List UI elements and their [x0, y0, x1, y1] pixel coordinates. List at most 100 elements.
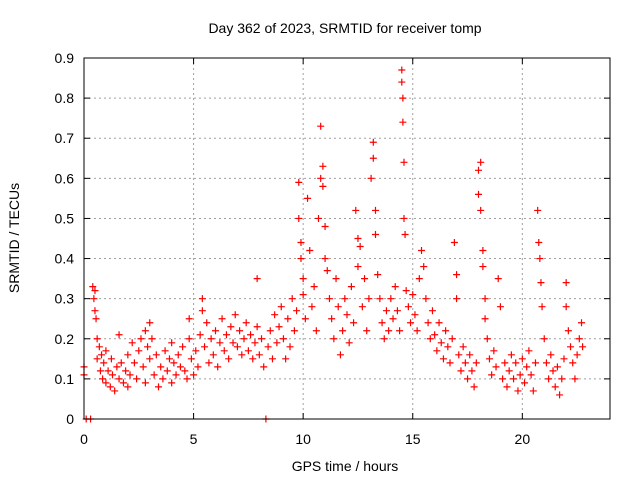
x-tick-label: 5: [190, 431, 198, 447]
data-point: [448, 335, 456, 343]
data-point: [330, 335, 338, 343]
data-point: [242, 319, 250, 327]
data-point: [492, 363, 500, 371]
data-point: [537, 279, 545, 287]
data-point: [433, 347, 441, 355]
data-point: [146, 355, 154, 363]
data-point: [152, 351, 160, 359]
data-point: [409, 291, 417, 299]
data-point: [124, 383, 132, 391]
data-point: [297, 239, 305, 247]
data-point: [260, 363, 268, 371]
data-point: [258, 335, 266, 343]
data-point: [161, 347, 169, 355]
y-tick-label: 0.7: [55, 130, 75, 146]
data-point: [545, 375, 553, 383]
data-point: [102, 347, 110, 355]
data-point: [102, 379, 110, 387]
data-point: [334, 303, 342, 311]
data-point: [485, 355, 493, 363]
data-point: [293, 307, 301, 315]
data-point: [159, 375, 167, 383]
data-point: [542, 359, 550, 367]
data-point: [446, 359, 454, 367]
data-point: [321, 222, 329, 230]
data-point: [378, 319, 386, 327]
data-point: [279, 335, 287, 343]
data-point: [255, 351, 263, 359]
data-point: [347, 283, 355, 291]
data-point: [328, 315, 336, 323]
data-point: [400, 158, 408, 166]
data-point: [119, 379, 127, 387]
data-point: [192, 347, 200, 355]
data-point: [579, 343, 587, 351]
data-point: [321, 255, 329, 263]
y-tick-label: 0.3: [55, 291, 75, 307]
data-point: [481, 315, 489, 323]
data-point: [401, 230, 409, 238]
data-point: [284, 315, 292, 323]
data-point: [428, 307, 436, 315]
x-tick-label: 10: [295, 431, 311, 447]
data-point: [108, 371, 116, 379]
data-point: [155, 383, 163, 391]
data-point: [163, 367, 171, 375]
data-point: [196, 331, 204, 339]
data-point: [442, 327, 450, 335]
data-point: [92, 315, 100, 323]
data-point: [222, 331, 230, 339]
data-point: [168, 379, 176, 387]
data-point: [535, 239, 543, 247]
data-point: [556, 391, 564, 399]
data-point: [569, 359, 577, 367]
data-point: [301, 315, 309, 323]
data-point: [183, 375, 191, 383]
data-point: [253, 275, 261, 283]
data-point: [488, 371, 496, 379]
data-point: [214, 363, 222, 371]
data-point: [380, 335, 388, 343]
data-point: [437, 339, 445, 347]
data-point: [525, 347, 533, 355]
data-point: [126, 371, 134, 379]
y-tick-label: 0: [66, 411, 74, 427]
data-point: [521, 379, 529, 387]
data-point: [477, 206, 485, 214]
data-point: [481, 295, 489, 303]
data-point: [371, 206, 379, 214]
data-point: [356, 243, 364, 251]
data-point: [407, 319, 415, 327]
data-point: [418, 247, 426, 255]
data-point: [573, 351, 581, 359]
data-point: [402, 287, 410, 295]
data-point: [312, 327, 320, 335]
data-point: [551, 383, 559, 391]
data-point: [562, 279, 570, 287]
plot-frame: [83, 57, 611, 420]
data-point: [187, 355, 195, 363]
data-point: [319, 162, 327, 170]
y-tick-label: 0.4: [55, 251, 75, 267]
data-point: [578, 319, 586, 327]
data-point: [562, 303, 570, 311]
data-point: [111, 387, 119, 395]
data-point: [319, 182, 327, 190]
data-point: [299, 275, 307, 283]
data-point: [323, 267, 331, 275]
data-point: [420, 263, 428, 271]
data-point: [233, 343, 241, 351]
data-point: [253, 323, 261, 331]
data-point: [516, 371, 524, 379]
data-point: [369, 154, 377, 162]
data-point: [315, 214, 323, 222]
data-point: [549, 367, 557, 375]
data-point: [457, 367, 465, 375]
data-point: [104, 367, 112, 375]
data-point: [96, 367, 104, 375]
data-point: [444, 343, 452, 351]
data-point: [518, 355, 526, 363]
data-point: [494, 275, 502, 283]
data-point: [207, 335, 215, 343]
